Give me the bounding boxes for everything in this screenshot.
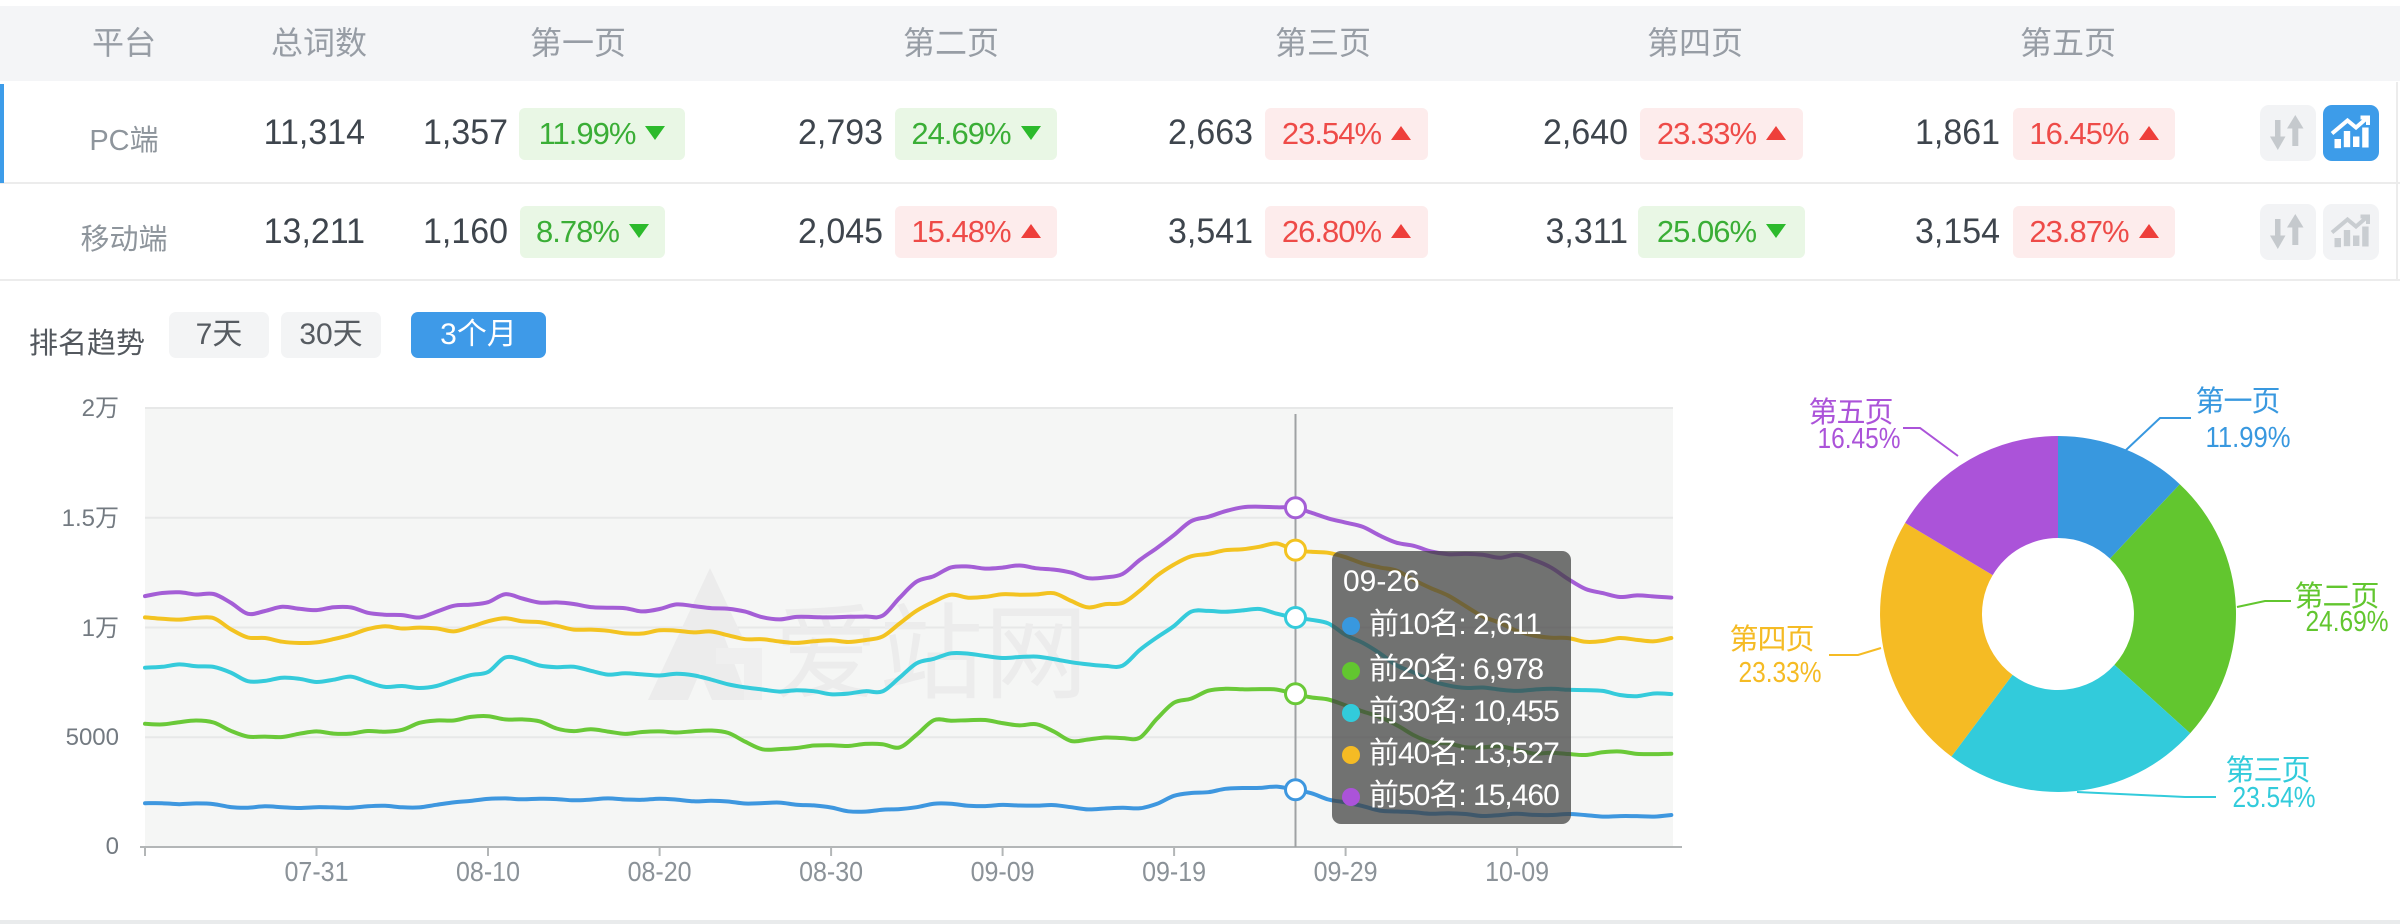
svg-text:09-19: 09-19: [1142, 856, 1206, 887]
svg-text:爱站网: 爱站网: [774, 597, 1089, 713]
svg-text:第一页: 第一页: [2196, 385, 2281, 418]
svg-text:08-20: 08-20: [628, 856, 692, 887]
svg-text:23.54%: 23.54%: [2233, 782, 2316, 814]
svg-text:5000: 5000: [66, 724, 119, 751]
svg-text:第三页: 第三页: [2226, 754, 2311, 787]
svg-text:第五页: 第五页: [1809, 396, 1894, 429]
svg-text:0: 0: [106, 833, 119, 860]
svg-text:11.99%: 11.99%: [2206, 422, 2291, 454]
svg-text:2万: 2万: [82, 395, 119, 422]
svg-text:08-10: 08-10: [456, 856, 520, 887]
svg-text:23.33%: 23.33%: [1739, 657, 1822, 689]
svg-text:24.69%: 24.69%: [2306, 606, 2389, 638]
svg-text:08-30: 08-30: [799, 856, 863, 887]
svg-text:1万: 1万: [82, 615, 119, 642]
svg-text:10-09: 10-09: [1485, 856, 1549, 887]
svg-text:1.5万: 1.5万: [62, 505, 119, 532]
svg-text:第四页: 第四页: [1730, 623, 1815, 656]
svg-text:16.45%: 16.45%: [1818, 423, 1901, 455]
svg-text:第二页: 第二页: [2295, 580, 2380, 613]
svg-text:07-31: 07-31: [285, 856, 349, 887]
svg-text:09-29: 09-29: [1314, 856, 1378, 887]
svg-text:09-09: 09-09: [971, 856, 1035, 887]
